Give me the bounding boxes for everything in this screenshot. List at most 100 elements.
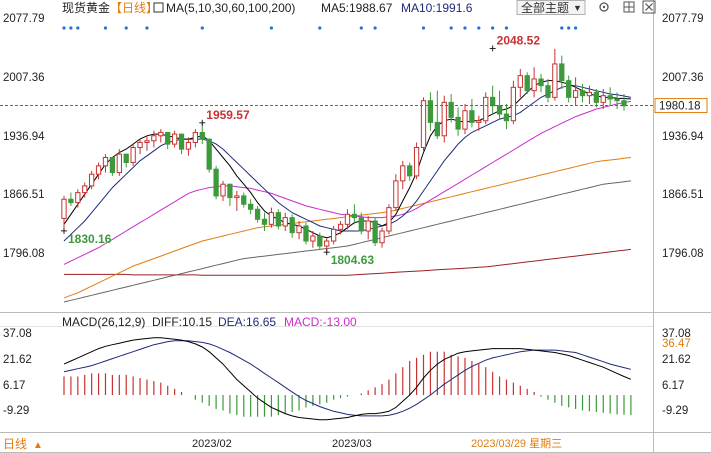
macd-tick-right-2: 21.62 <box>662 354 691 366</box>
candle-body-up <box>82 185 88 194</box>
candle-body-up <box>310 235 316 242</box>
candle <box>372 217 378 247</box>
dea-value-label: 36.47 <box>662 338 691 350</box>
layout-grid-icon[interactable] <box>623 1 635 13</box>
candle-body-down <box>358 217 364 232</box>
candle-body-up <box>517 75 523 88</box>
candle-body-up <box>144 140 150 143</box>
candle <box>241 192 247 208</box>
x-label-mar: 2023/03 <box>332 438 372 450</box>
candle-body-down <box>227 183 233 199</box>
candle-body-up <box>476 120 482 123</box>
candle <box>621 94 627 111</box>
candle <box>545 78 551 103</box>
price-tick-right-3: 1936.94 <box>662 131 704 143</box>
candle <box>586 85 593 105</box>
footer-period-label[interactable]: 日线 <box>3 437 27 451</box>
period-label[interactable]: 【日线】 <box>110 1 158 15</box>
ma-params: MA(5,10,30,60,100,200) <box>166 1 295 15</box>
candle <box>95 162 102 180</box>
macd-tick-right-4: -9.29 <box>662 405 688 417</box>
candle-body-down <box>254 208 261 220</box>
ma10-line <box>63 85 631 242</box>
candle <box>531 67 537 98</box>
candle-body-up <box>586 91 593 97</box>
candle <box>559 55 565 89</box>
annotation-label: 1959.57 <box>206 108 250 122</box>
price-tick-3: 1936.94 <box>3 131 45 143</box>
candle <box>566 75 572 103</box>
candle-body-up <box>296 225 302 234</box>
candle <box>317 232 323 250</box>
ma-checkbox-icon[interactable] <box>153 2 164 13</box>
candle <box>600 89 606 110</box>
candle <box>579 83 586 103</box>
candle <box>552 48 558 101</box>
theme-button-label[interactable]: 全部主题 <box>521 0 569 15</box>
settings-gear-icon[interactable] <box>599 2 609 12</box>
candle <box>455 107 461 136</box>
candle <box>151 130 157 148</box>
candle-body-down <box>455 116 461 130</box>
candle-body-down <box>407 165 413 177</box>
candle-body-up <box>220 183 226 197</box>
x-label-feb: 2023/02 <box>192 438 232 450</box>
candle-body-down <box>317 235 323 247</box>
theme-button[interactable] <box>516 0 586 15</box>
event-dot <box>463 26 467 30</box>
candle <box>489 85 496 115</box>
candle-body-down <box>566 80 572 98</box>
candle-body-down <box>545 85 551 98</box>
annotation-label: 2048.52 <box>497 33 541 47</box>
candle-body-up <box>268 212 275 225</box>
candle <box>503 104 510 130</box>
event-dot <box>567 26 571 30</box>
event-dot <box>200 26 204 30</box>
candle <box>123 153 129 168</box>
candle <box>310 231 316 248</box>
candle-body-up <box>420 100 427 148</box>
candle <box>441 95 447 143</box>
candle-body-up <box>324 240 330 247</box>
macd-tick-4: -9.29 <box>3 405 29 417</box>
chevron-down-icon[interactable]: ▼ <box>573 3 582 13</box>
event-dot <box>62 26 66 30</box>
candle-body-down <box>68 198 74 204</box>
candle <box>496 90 503 120</box>
candle <box>116 149 122 176</box>
candle-body-up <box>116 153 122 174</box>
macd-label: MACD(26,12,9) <box>62 315 145 329</box>
price-tick-5: 1796.08 <box>3 248 45 260</box>
candle-body-up <box>441 101 447 137</box>
event-dot <box>560 26 564 30</box>
candle <box>102 154 109 173</box>
caret-up-icon[interactable]: ▲ <box>33 440 43 451</box>
candle <box>130 144 136 166</box>
candle-body-down <box>489 96 496 107</box>
event-dot <box>574 26 578 30</box>
candle-body-up <box>89 173 95 187</box>
macd-tick-right-3: 6.17 <box>662 380 684 392</box>
candle <box>448 94 454 123</box>
macd-dea-value: DEA:16.65 <box>218 315 276 329</box>
candle <box>296 220 302 240</box>
candle <box>192 129 199 148</box>
candle <box>524 72 530 95</box>
candle <box>234 190 240 211</box>
macd-tick-3: 6.17 <box>3 380 25 392</box>
candle <box>483 92 489 125</box>
candle-body-up <box>344 213 351 225</box>
candle-body-up <box>400 165 406 182</box>
candle-body-down <box>275 212 281 227</box>
candle-body-up <box>413 146 420 177</box>
close-icon[interactable] <box>642 0 656 14</box>
event-dot <box>491 26 495 30</box>
candle-body-down <box>503 113 510 122</box>
candle <box>593 89 599 108</box>
candle-body-up <box>510 86 517 122</box>
candle-body-down <box>614 98 620 102</box>
candle <box>407 162 413 181</box>
candle-body-up <box>552 63 558 98</box>
candle <box>400 160 406 190</box>
candle-body-down <box>261 218 268 225</box>
